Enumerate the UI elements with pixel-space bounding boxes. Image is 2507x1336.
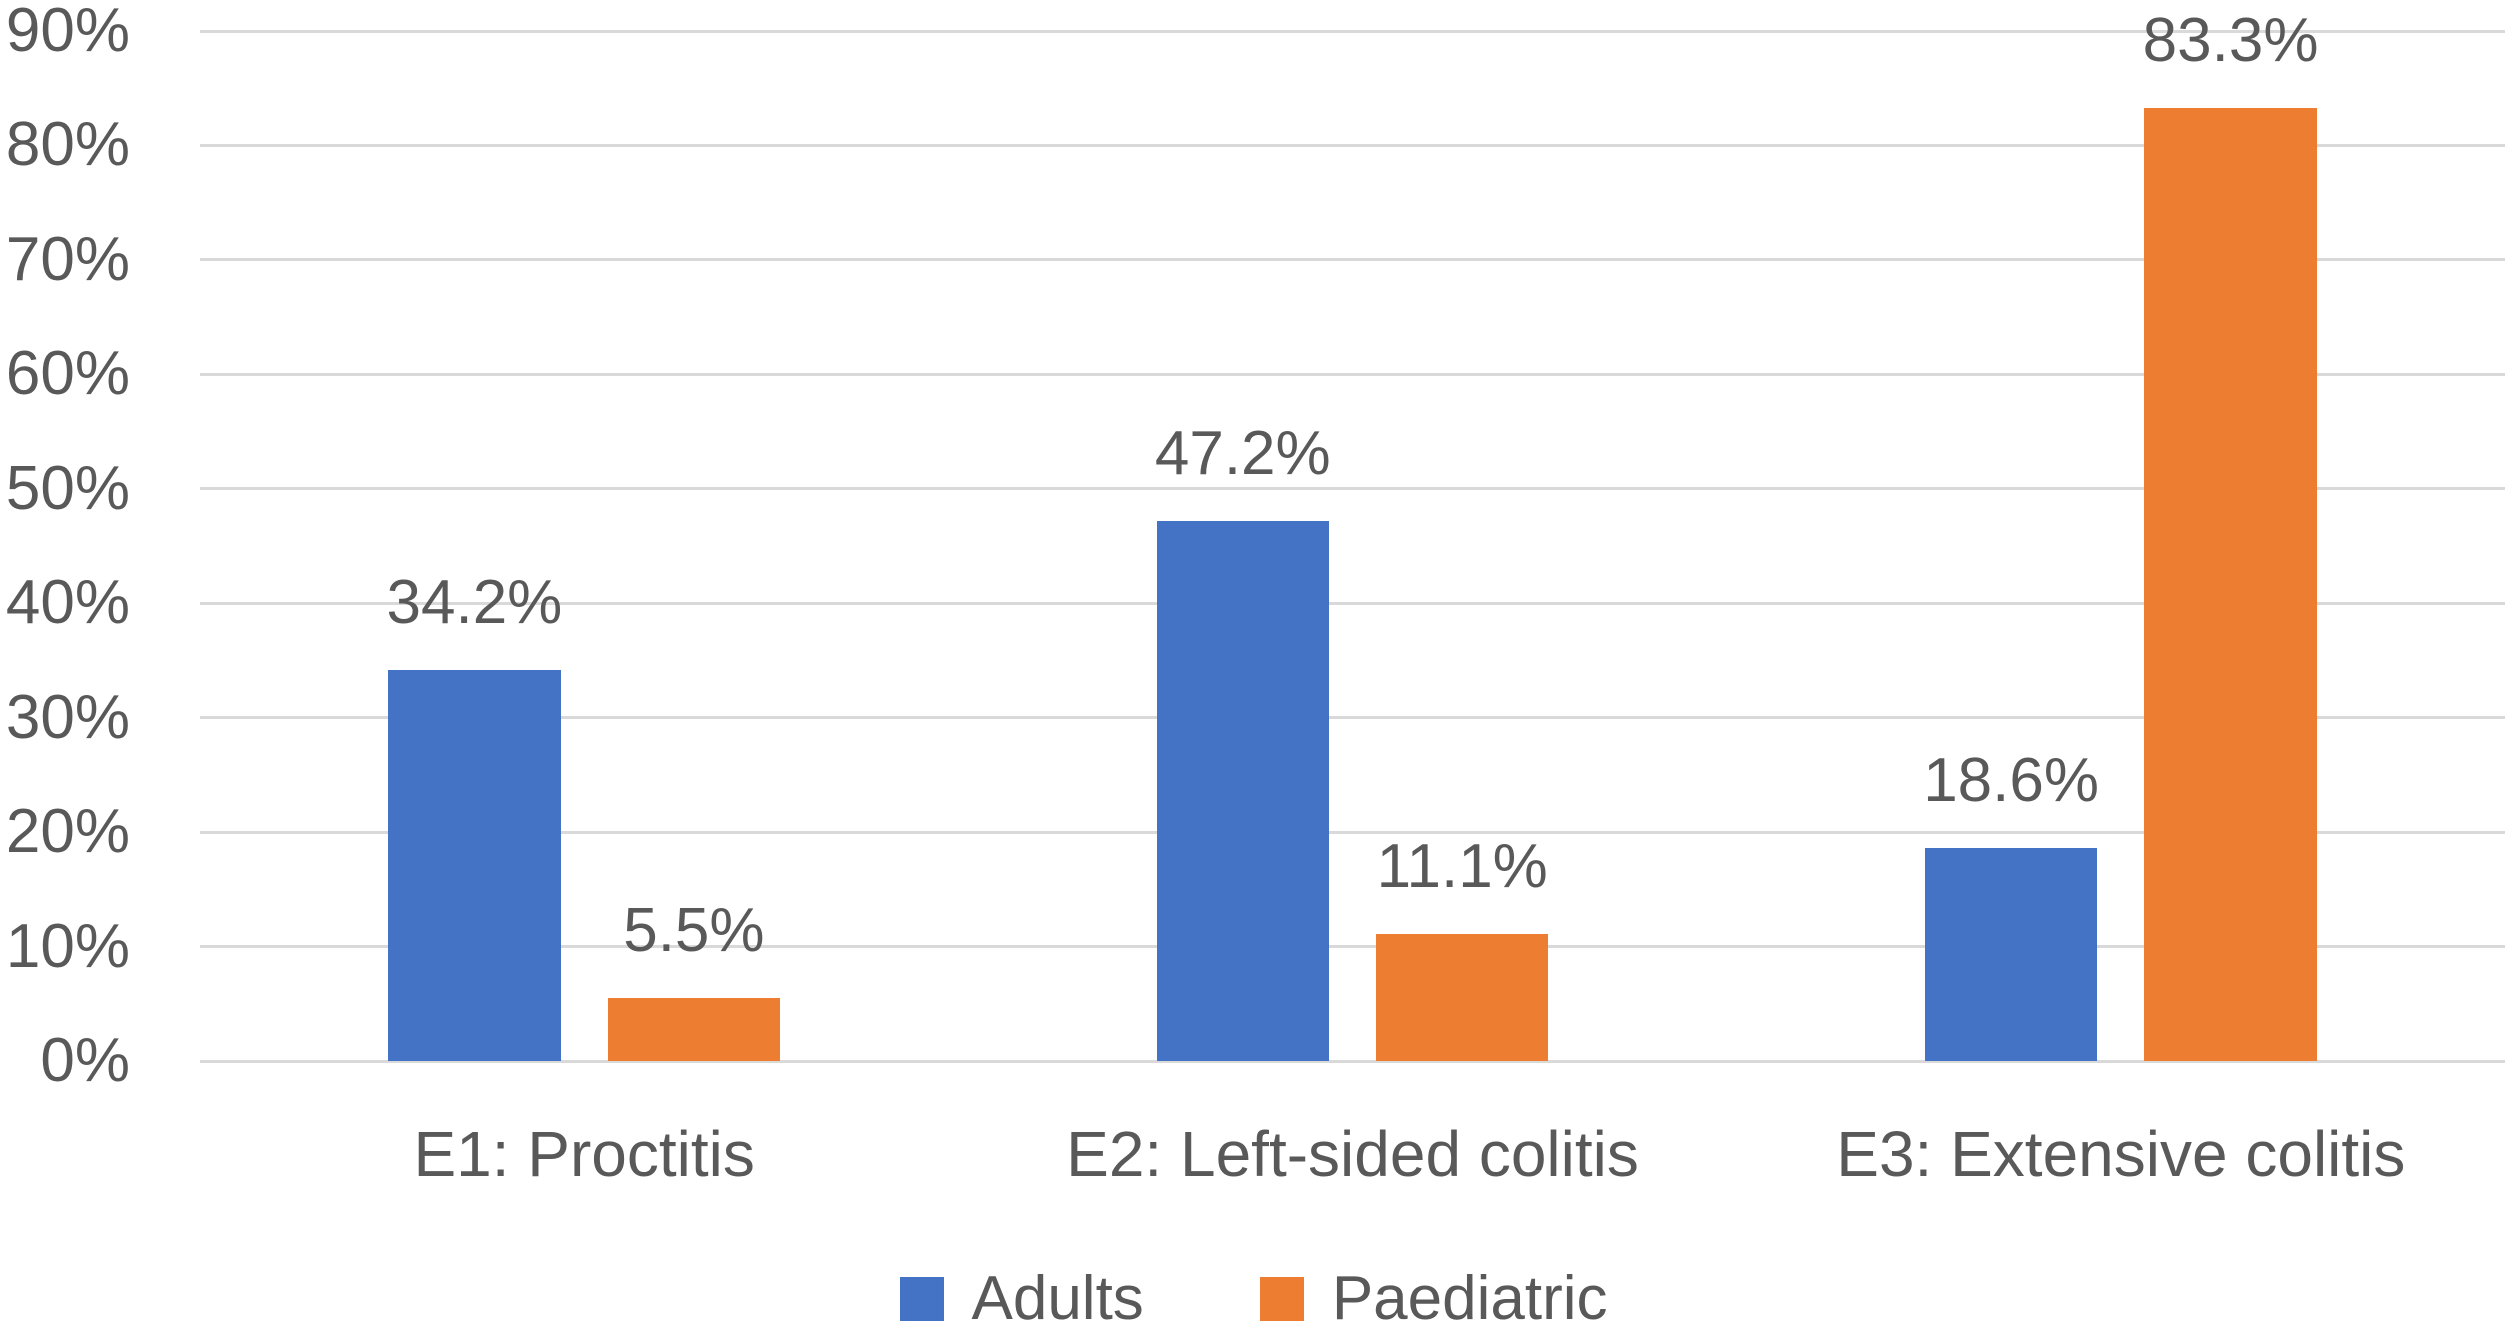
- category-label-3: E3: Extensive colitis: [1836, 1118, 2406, 1190]
- bar-adults-1: [388, 669, 561, 1061]
- legend-swatch-adults: [899, 1277, 944, 1321]
- y-axis-tick-label: 90%: [5, 0, 130, 65]
- gridline: [200, 716, 2505, 720]
- y-axis-labels: 0% 10% 20% 30% 40% 50% 60% 70% 80% 90%: [0, 0, 130, 1092]
- bar-value-label-paediatric-3: 83.3%: [2142, 5, 2319, 75]
- gridline: [200, 143, 2505, 147]
- bar-value-label-paediatric-2: 11.1%: [1376, 831, 1548, 901]
- gridline: [200, 29, 2505, 33]
- gridline: [200, 487, 2505, 491]
- gridline: [200, 945, 2505, 949]
- gridline: [200, 1059, 2505, 1063]
- category-label-1: E1: Proctitis: [413, 1118, 755, 1190]
- legend: Adults Paediatric: [899, 1264, 1608, 1333]
- y-axis-tick-label: 60%: [5, 339, 130, 409]
- y-axis-tick-label: 50%: [5, 453, 130, 523]
- legend-label-adults: Adults: [971, 1264, 1144, 1333]
- bar-value-label-adults-2: 47.2%: [1154, 418, 1331, 488]
- legend-item-adults: Adults: [899, 1264, 1144, 1333]
- bar-paediatric-1: [607, 998, 781, 1061]
- gridline: [200, 372, 2505, 376]
- bar-value-label-adults-1: 34.2%: [386, 567, 563, 637]
- y-axis-tick-label: 70%: [5, 224, 130, 294]
- legend-label-paediatric: Paediatric: [1331, 1264, 1608, 1333]
- y-axis-tick-label: 10%: [5, 911, 130, 981]
- bar-value-label-adults-3: 18.6%: [1923, 746, 2099, 816]
- gridline: [200, 258, 2505, 262]
- gridline: [200, 830, 2505, 834]
- category-label-2: E2: Left-sided colitis: [1066, 1118, 1639, 1190]
- y-axis-tick-label: 0%: [40, 1026, 130, 1095]
- bar-paediatric-3: [2144, 107, 2317, 1061]
- legend-swatch-paediatric: [1259, 1277, 1304, 1321]
- y-axis-tick-label: 20%: [5, 797, 130, 867]
- bar-value-label-paediatric-1: 5.5%: [623, 896, 765, 966]
- bar-adults-3: [1924, 848, 2098, 1061]
- bar-paediatric-2: [1376, 933, 1549, 1061]
- plot-area: 34.2% 5.5% E1: Proctitis 47.2% 11.1% E2: Left…: [200, 9, 2505, 1186]
- legend-item-paediatric: Paediatric: [1259, 1264, 1608, 1333]
- y-axis-tick-label: 80%: [5, 110, 130, 180]
- y-axis-tick-label: 30%: [5, 682, 130, 752]
- gridline: [200, 601, 2505, 605]
- bar-adults-2: [1156, 520, 1329, 1061]
- y-axis-tick-label: 40%: [5, 568, 130, 638]
